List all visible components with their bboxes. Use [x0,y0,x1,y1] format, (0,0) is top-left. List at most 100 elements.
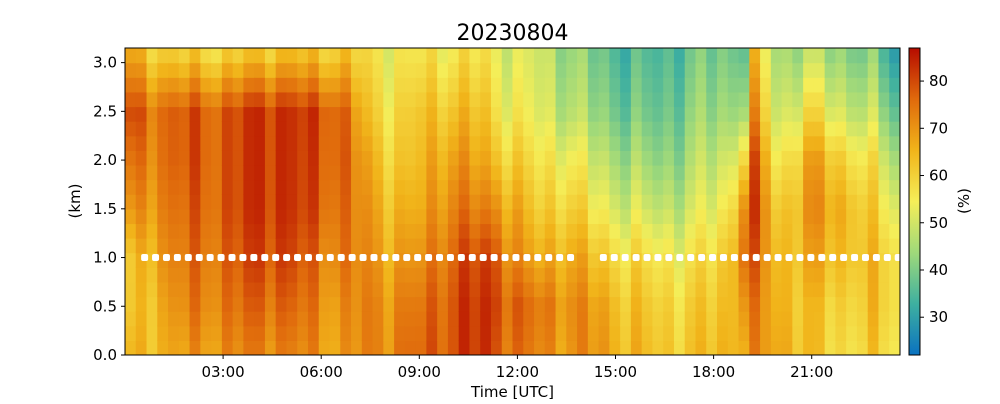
heatmap-cell [706,48,718,64]
heatmap-cell [415,77,427,93]
heatmap-cell [609,311,621,327]
heatmap-cell [135,91,148,108]
heatmap-cell [684,238,697,254]
heatmap-cell [404,77,417,93]
heatmap-cell [254,296,266,312]
heatmap-cell [275,121,288,137]
heatmap-cell [889,325,900,341]
heatmap-cell [846,296,858,312]
heatmap-cell [168,267,180,283]
heatmap-cell [577,48,589,64]
heatmap-cell [856,267,869,283]
heatmap-cell [684,267,697,283]
heatmap-cell [738,91,750,108]
heatmap-cell [275,296,288,312]
heatmap-cell [426,179,438,195]
heatmap-cell [684,325,697,341]
heatmap-cell [372,267,384,283]
marker-point [840,254,848,262]
heatmap-cell [447,135,460,151]
heatmap-cell [415,325,427,341]
heatmap-cell [480,77,492,93]
heatmap-cell [630,281,643,298]
heatmap-cell [394,208,406,225]
heatmap-cell [125,121,137,137]
heatmap-cell [760,48,772,64]
heatmap-cell [663,340,675,355]
marker-point [217,254,225,262]
heatmap-cell [673,223,686,239]
heatmap-cell [383,121,395,137]
heatmap-cell [125,77,137,93]
heatmap-cell [329,223,341,239]
heatmap-cell [361,296,374,312]
heatmap-cell [856,106,869,122]
marker-point [261,254,269,262]
heatmap-cell [469,267,481,283]
heatmap-cell [361,48,374,64]
heatmap-cell [760,121,772,137]
heatmap-cell [846,281,858,298]
heatmap-cell [512,325,524,341]
heatmap-cell [749,267,761,283]
heatmap-cell [480,179,492,195]
colorbar-tick-label: 50 [929,214,948,232]
heatmap-cell [168,121,180,137]
heatmap-cell [189,179,201,195]
heatmap-cell [168,48,180,64]
heatmap-cell [609,325,621,341]
heatmap-cell [878,150,890,166]
x-tick-label: 18:00 [692,363,735,381]
heatmap-cell [458,223,471,239]
heatmap-cell [437,252,449,268]
heatmap-cell [846,340,858,355]
heatmap-cell [706,91,718,108]
heatmap-cell [394,135,406,151]
heatmap-cell [867,77,880,93]
heatmap-cell [437,340,449,355]
heatmap-cell [534,164,546,181]
heatmap-cell [146,91,158,108]
heatmap-cell [469,48,481,64]
heatmap-cell [889,281,900,298]
heatmap-cell [856,121,869,137]
heatmap-cell [318,150,331,166]
heatmap-cell [221,281,234,298]
heatmap-cell [824,340,837,355]
heatmap-cell [146,194,158,210]
heatmap-cell [297,48,309,64]
heatmap-cell [125,252,137,268]
heatmap-cell [426,267,438,283]
heatmap-cell [706,340,718,355]
marker-point [741,254,749,262]
heatmap-cell [673,296,686,312]
heatmap-cell [351,179,363,195]
heatmap-cell [717,135,729,151]
heatmap-cell [544,340,557,355]
heatmap-cell [770,311,783,327]
heatmap-cell [673,281,686,298]
heatmap-cell [781,48,793,64]
heatmap-cell [458,296,471,312]
heatmap-cell [318,252,331,268]
heatmap-cell [792,340,804,355]
heatmap-cell [264,194,277,210]
heatmap-cell [846,62,858,78]
heatmap-cell [598,164,610,181]
heatmap-cell [738,135,750,151]
heatmap-cell [760,150,772,166]
heatmap-cell [458,340,471,355]
heatmap-cell [189,238,201,254]
heatmap-cell [232,325,244,341]
heatmap-cell [221,223,234,239]
heatmap-cell [275,150,288,166]
heatmap-cell [512,281,524,298]
heatmap-cell [307,106,320,122]
heatmap-cell [630,77,643,93]
heatmap-cell [717,238,729,254]
heatmap-cell [889,121,900,137]
heatmap-cell [221,48,234,64]
heatmap-cell [146,267,158,283]
heatmap-cell [727,179,740,195]
heatmap-cell [383,164,395,181]
